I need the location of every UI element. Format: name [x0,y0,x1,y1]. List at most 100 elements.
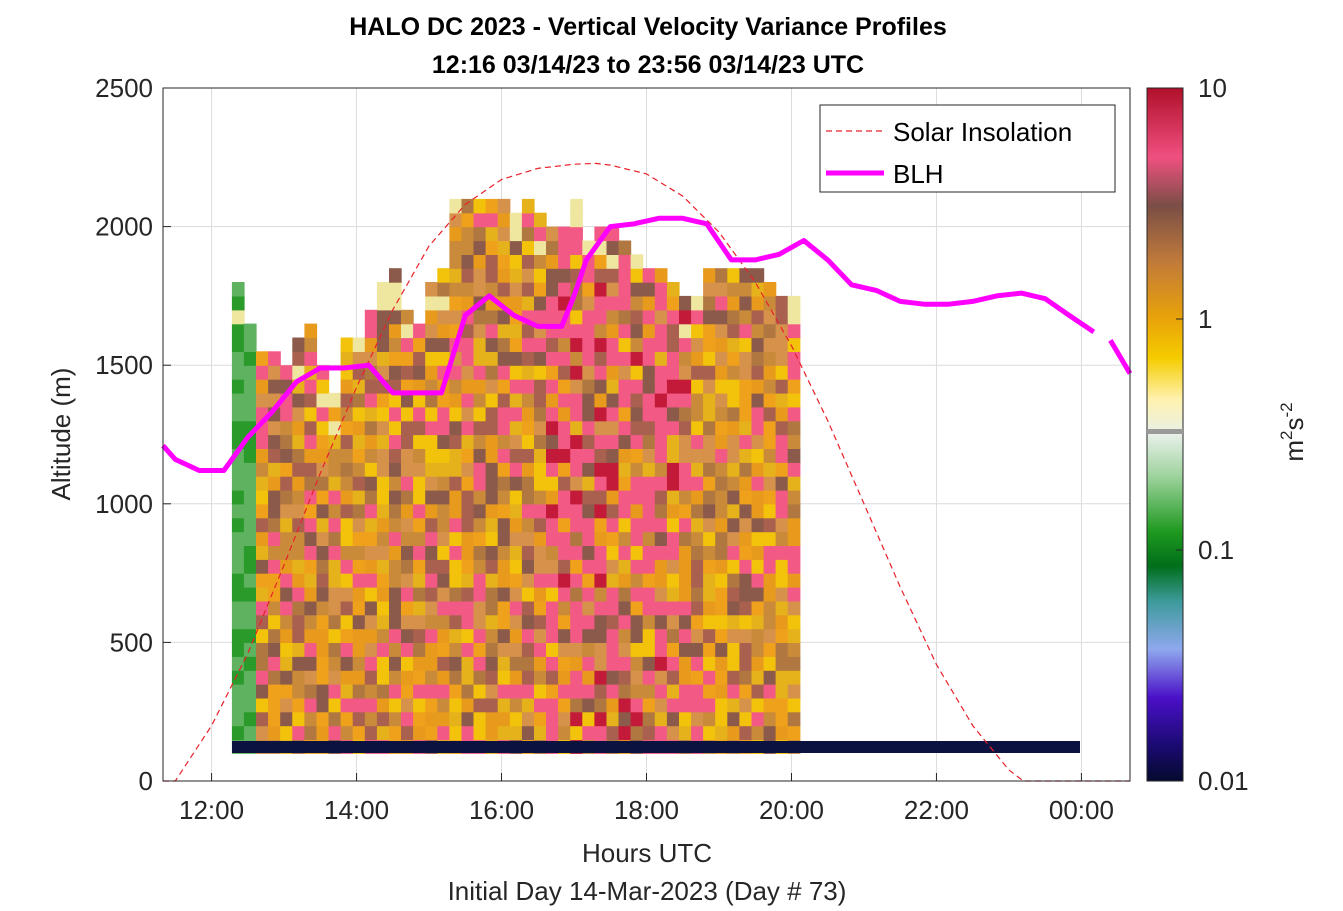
heatmap-cell [606,697,620,713]
heatmap-cell [618,573,632,588]
heatmap-cell [389,351,402,366]
heatmap-cell [715,711,728,727]
heatmap-cell [485,351,499,366]
heatmap-cell [437,531,450,546]
heatmap-cell [691,517,704,533]
heatmap-cell [352,434,366,449]
heatmap-cell [340,476,354,491]
heatmap-cell [594,379,608,394]
heatmap-cell [364,462,378,477]
heatmap-cell [763,545,777,560]
heatmap-cell [243,545,257,560]
colorbar-ramp [1146,87,1184,782]
heatmap-cell [787,379,801,394]
heatmap-cell [666,545,680,560]
heatmap-cell [642,476,656,491]
heatmap-cell [582,545,595,560]
heatmap-cell [775,573,789,588]
heatmap-cell [606,559,620,574]
heatmap-cell [328,600,342,616]
heatmap-cell [292,725,305,741]
heatmap-cell [703,545,716,560]
heatmap-cell [376,489,390,505]
heatmap-cell [534,254,547,269]
heatmap-cell [654,323,668,339]
heatmap-cell [389,531,402,546]
heatmap-cell [231,406,245,422]
heatmap-cell [425,351,438,366]
heatmap-cell [534,711,547,727]
heatmap-cell [630,628,644,643]
heatmap-cell [666,711,680,727]
heatmap-cell [485,392,499,408]
heatmap-cell [231,725,245,741]
heatmap-cell [364,448,378,463]
heatmap-cell [606,282,620,297]
heatmap-cell [231,656,245,671]
heatmap-cell [775,392,789,408]
heatmap-cell [437,614,450,630]
heatmap-cell [546,365,559,380]
heatmap-cell [352,406,366,422]
heatmap-cell [606,323,620,339]
heatmap-cell [775,337,789,352]
heatmap-cell [376,337,390,352]
heatmap-cell [521,614,535,630]
heatmap-cell [280,406,293,422]
heatmap-cell [425,282,438,297]
heatmap-cell [691,503,704,519]
heatmap-cell [509,559,523,574]
heatmap-cell [739,573,753,588]
heatmap-cell [679,462,692,477]
heatmap-cell [630,351,644,366]
heatmap-cell [679,684,692,699]
heatmap-cell [256,628,269,643]
heatmap-cell [292,670,305,685]
heatmap-cell [775,545,789,560]
heatmap-cell [739,670,753,685]
heatmap-cell [763,337,777,352]
heatmap-cell [763,282,777,297]
heatmap-cell [582,573,595,588]
heatmap-cell [618,254,632,269]
heatmap-cell [739,517,753,533]
heatmap-cell [703,434,716,449]
heatmap-cell [521,503,535,519]
heatmap-cell [243,711,257,727]
heatmap-cell [654,392,668,408]
heatmap-cell [521,628,535,643]
heatmap-cell [715,656,728,671]
heatmap-cell [558,614,571,630]
heatmap-cell [364,697,378,713]
heatmap-cell [497,434,511,449]
heatmap-cell [292,392,305,408]
heatmap-cell [751,656,765,671]
heatmap-cell [364,309,378,325]
heatmap-cell [715,670,728,685]
heatmap-cell [413,365,426,380]
heatmap-cell [666,448,680,463]
heatmap-cell [401,434,414,449]
heatmap-cell [364,600,378,616]
heatmap-cell [256,697,269,713]
heatmap-cell [280,656,293,671]
heatmap-cell [739,559,753,574]
heatmap-cell [751,600,765,616]
heatmap-cell [534,517,547,533]
heatmap-cell [352,559,366,574]
heatmap-cell [497,489,511,505]
heatmap-cell [328,670,342,685]
heatmap-cell [787,323,801,339]
heatmap-cell [497,379,511,394]
heatmap-cell [679,531,692,546]
heatmap-cell [413,573,426,588]
heatmap-cell [521,282,535,297]
heatmap-cell [461,254,475,269]
heatmap-cell [594,600,608,616]
heatmap-cell [582,337,595,352]
heatmap-cell [292,420,305,436]
heatmap-cell [389,337,402,352]
heatmap-cell [413,351,426,366]
heatmap-cell [679,351,692,366]
heatmap-cell [449,240,463,255]
